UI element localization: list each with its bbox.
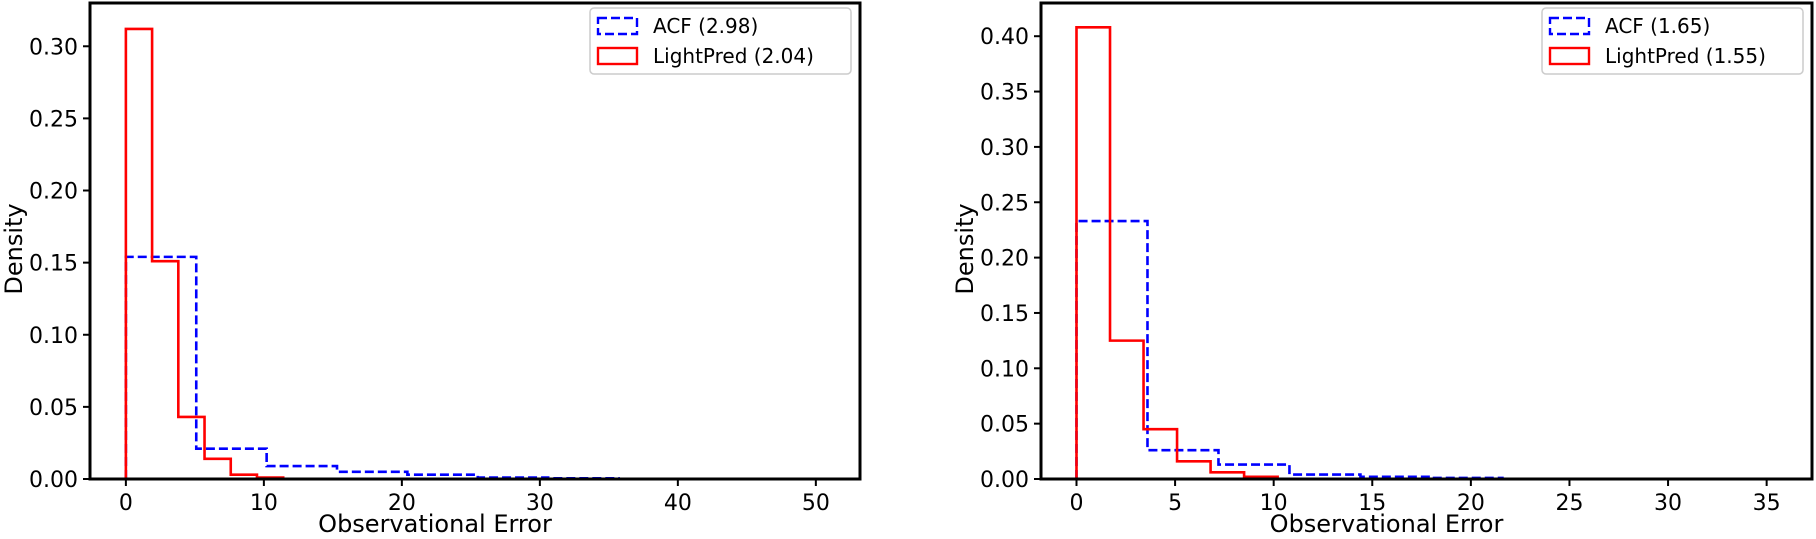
x-tick-label: 20 [1457, 491, 1485, 516]
histogram-series-acf [124, 255, 620, 480]
y-tick-label: 0.15 [980, 302, 1029, 327]
histogram-series-lightpred [124, 27, 285, 479]
legend-label-acf: ACF (1.65) [1605, 14, 1710, 38]
y-tick-label: 0.20 [980, 247, 1029, 272]
legend-label-lightpred: LightPred (1.55) [1605, 44, 1766, 68]
legend-swatch-acf [596, 16, 639, 36]
y-tick-label: 0.25 [980, 191, 1029, 216]
x-tick-label: 5 [1168, 491, 1182, 516]
x-tick-label: 35 [1753, 491, 1781, 516]
legend-swatch-lightpred [596, 46, 639, 66]
histogram-panel-right: 0 5 10 15 20 25 30 35 0.00 0.05 0.10 0.15 0.20 0.25 0.… [951, 1, 1814, 538]
y-tick-label: 0.35 [980, 81, 1029, 106]
axes-frame [1039, 1, 1814, 481]
x-tick-label: 0 [1069, 491, 1083, 516]
x-axis-label: Observational Error [318, 510, 552, 538]
y-tick-label: 0.10 [29, 324, 78, 349]
legend-swatch-lightpred [1548, 46, 1591, 66]
x-tick-label: 40 [664, 491, 692, 516]
x-tick-label: 10 [250, 491, 278, 516]
axes-frame [88, 1, 862, 481]
y-tick-label: 0.20 [29, 180, 78, 205]
y-tick-label: 0.10 [980, 357, 1029, 382]
y-axis-label: Density [0, 203, 28, 294]
legend-swatch-acf [1548, 16, 1591, 36]
y-tick-label: 0.15 [29, 252, 78, 277]
x-tick-label: 15 [1358, 491, 1386, 516]
y-tick-label: 0.30 [29, 35, 78, 60]
y-tick-label: 0.00 [29, 468, 78, 493]
x-tick-label: 0 [119, 491, 133, 516]
x-tick-label: 20 [388, 491, 416, 516]
legend-box [1541, 7, 1804, 75]
x-tick-label: 30 [526, 491, 554, 516]
x-tick-label: 50 [802, 491, 830, 516]
y-tick-label: 0.00 [980, 468, 1029, 493]
y-tick-label: 0.05 [29, 396, 78, 421]
legend-label-acf: ACF (2.98) [653, 14, 758, 38]
x-tick-label: 30 [1654, 491, 1682, 516]
y-tick-label: 0.05 [980, 413, 1029, 438]
histogram-series-acf [1075, 219, 1504, 480]
histogram-panel-left: 0 10 20 30 40 50 0.00 0.05 0.10 0.15 0.20 0.25 0.30 O… [0, 1, 862, 538]
legend-label-lightpred: LightPred (2.04) [653, 44, 814, 68]
y-tick-label: 0.25 [29, 107, 78, 132]
x-axis-label: Observational Error [1270, 510, 1504, 538]
legend-box [589, 7, 852, 75]
histogram-series-lightpred [1075, 26, 1279, 479]
x-tick-label: 10 [1260, 491, 1288, 516]
x-tick-label: 25 [1555, 491, 1583, 516]
y-tick-label: 0.40 [980, 25, 1029, 50]
y-axis-label: Density [951, 203, 979, 294]
y-tick-label: 0.30 [980, 136, 1029, 161]
